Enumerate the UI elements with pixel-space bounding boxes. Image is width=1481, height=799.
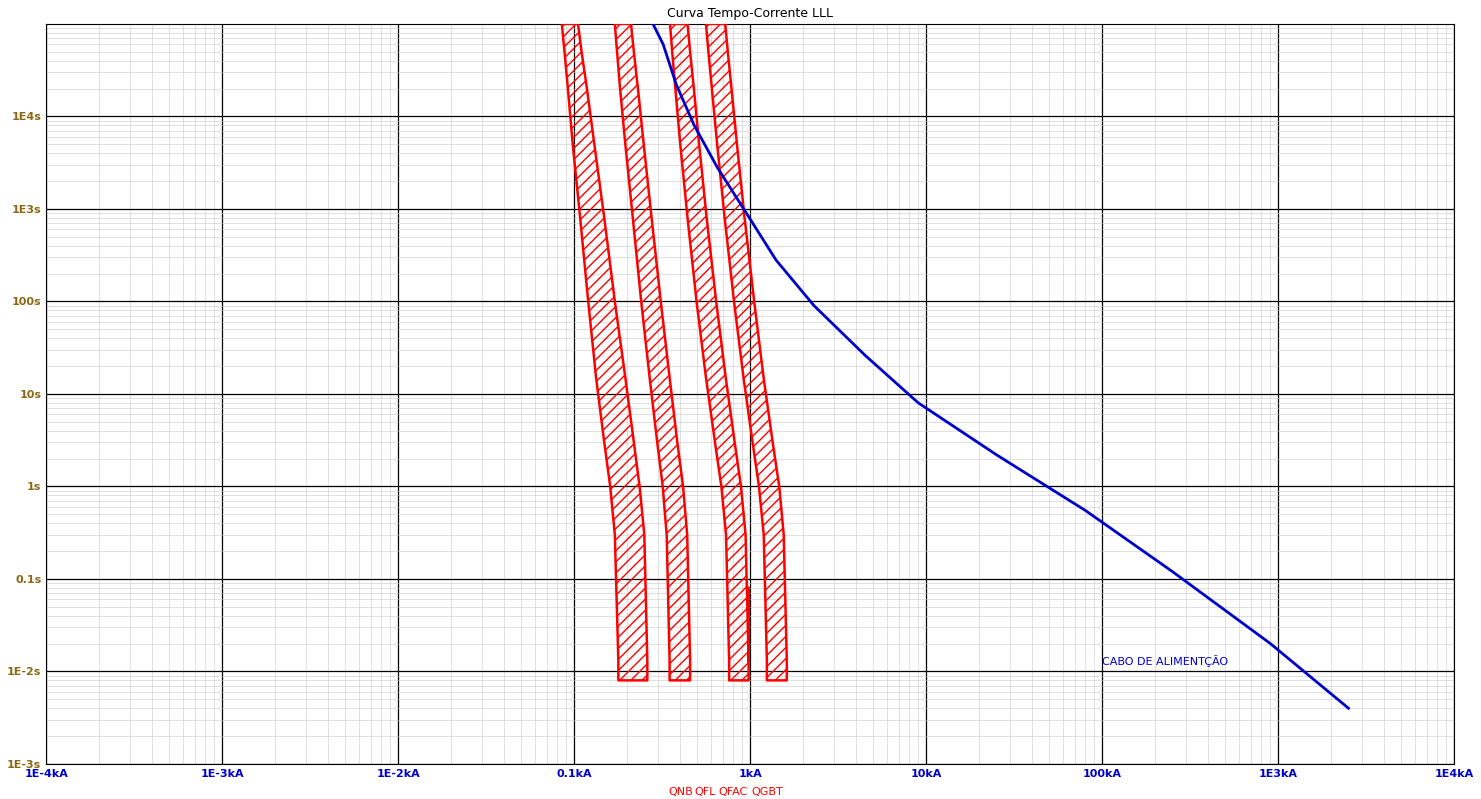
Text: QGBT: QGBT bbox=[751, 787, 783, 797]
Text: QFAC: QFAC bbox=[718, 787, 748, 797]
Title: Curva Tempo-Corrente LLL: Curva Tempo-Corrente LLL bbox=[668, 7, 834, 20]
Text: QNB: QNB bbox=[668, 787, 693, 797]
Text: QFL: QFL bbox=[695, 787, 715, 797]
Text: CABO DE ALIMENTÇÃO: CABO DE ALIMENTÇÃO bbox=[1102, 655, 1229, 667]
